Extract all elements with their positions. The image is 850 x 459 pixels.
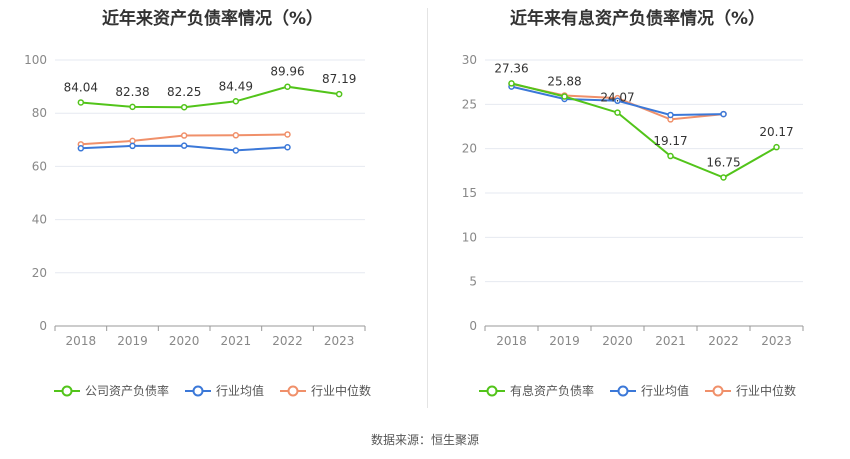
- y-tick-label: 0: [469, 319, 477, 333]
- data-label: 84.04: [64, 80, 98, 94]
- data-label: 89.96: [270, 65, 304, 79]
- x-tick-label: 2022: [272, 334, 303, 348]
- data-label: 25.88: [547, 75, 581, 89]
- y-tick-label: 15: [462, 186, 477, 200]
- y-tick-label: 20: [462, 142, 477, 156]
- data-point: [232, 132, 240, 139]
- chart-title: 近年来资产负债率情况（%）: [101, 9, 324, 29]
- x-tick-label: 2021: [655, 334, 686, 348]
- data-label: 84.49: [219, 79, 253, 93]
- data-point: [77, 145, 85, 152]
- legend-label: 行业中位数: [311, 384, 372, 398]
- data-label: 24.07: [600, 91, 634, 105]
- legend-marker-icon: [184, 385, 211, 396]
- legend-item[interactable]: 行业均值: [184, 382, 264, 399]
- data-point: [180, 142, 188, 149]
- data-point: [720, 110, 727, 118]
- y-tick-label: 25: [462, 97, 477, 111]
- legend-marker-icon: [478, 385, 505, 396]
- data-point: [129, 142, 136, 150]
- legend-marker-icon: [53, 385, 80, 396]
- data-label: 82.38: [115, 85, 149, 99]
- panel-divider: [427, 8, 428, 408]
- data-point: [284, 83, 291, 90]
- y-tick-label: 5: [469, 275, 477, 289]
- data-point: [77, 99, 85, 106]
- data-point: [561, 93, 568, 100]
- x-tick-label: 2022: [708, 334, 739, 348]
- data-label: 27.36: [494, 61, 528, 75]
- chart-panel-interest-debt-ratio: 近年来有息资产负债率情况（%） 0 5 10 15 20 25 30 2018 2019 2020…: [425, 0, 850, 420]
- chart-title: 近年来有息资产负债率情况（%）: [509, 9, 766, 29]
- data-point: [129, 137, 136, 145]
- y-tick-label: 80: [32, 106, 47, 120]
- chart-legend: 公司资产负债率 行业均值 行业中位数: [0, 382, 425, 399]
- data-point: [180, 103, 188, 111]
- chart-legend: 有息资产负债率 行业均值 行业中位数: [425, 382, 850, 399]
- x-tick-label: 2018: [496, 334, 527, 348]
- x-tick-label: 2019: [117, 334, 148, 348]
- source-note: 数据来源：恒生聚源: [370, 433, 479, 447]
- data-point: [335, 90, 343, 98]
- y-tick-label: 20: [32, 266, 47, 280]
- legend-item[interactable]: 行业均值: [609, 382, 689, 399]
- data-point: [614, 97, 621, 105]
- data-point: [508, 80, 515, 87]
- legend-label: 公司资产负债率: [84, 384, 169, 398]
- x-tick-label: 2018: [66, 334, 97, 348]
- legend-label: 行业均值: [640, 384, 689, 398]
- data-point: [667, 111, 674, 119]
- y-tick-label: 0: [39, 319, 47, 333]
- x-tick-label: 2020: [602, 334, 633, 348]
- y-tick-label: 100: [24, 53, 47, 67]
- data-label: 82.25: [167, 85, 201, 99]
- legend-item[interactable]: 有息资产负债率: [478, 382, 594, 399]
- series-line: [80, 85, 340, 109]
- data-label: 19.17: [653, 134, 687, 148]
- y-tick-label: 10: [462, 230, 477, 244]
- chart-plot-interest-debt-ratio: 0 5 10 15 20 25 30 2018 2019 2020 2021 2022 2023 27.3…: [462, 53, 804, 348]
- data-label: 16.75: [706, 155, 740, 169]
- data-point: [720, 174, 727, 181]
- data-point: [284, 143, 291, 151]
- data-point: [667, 152, 674, 160]
- y-tick-label: 60: [32, 159, 47, 173]
- legend-marker-icon: [280, 385, 306, 396]
- legend-label: 有息资产负债率: [509, 384, 594, 398]
- y-tick-label: 30: [462, 53, 477, 67]
- data-point: [129, 103, 136, 111]
- data-point: [232, 98, 240, 105]
- legend-marker-icon: [609, 385, 636, 396]
- data-point: [180, 132, 188, 139]
- data-label: 87.19: [322, 72, 356, 86]
- y-tick-label: 40: [32, 213, 47, 227]
- chart-panel-debt-ratio: 近年来资产负债率情况（%） 0 20 40 60 80 100 2018 2019 2020 20…: [0, 0, 425, 420]
- legend-item[interactable]: 行业中位数: [280, 382, 371, 399]
- chart-plot-debt-ratio: 0 20 40 60 80 100 2018 2019 2020 2021 2022 2023 84.0…: [24, 53, 366, 348]
- x-tick-label: 2023: [761, 334, 792, 348]
- x-tick-label: 2019: [549, 334, 580, 348]
- x-tick-label: 2023: [324, 334, 355, 348]
- data-point: [232, 147, 240, 154]
- x-tick-label: 2021: [221, 334, 252, 348]
- legend-label: 行业中位数: [736, 384, 797, 398]
- legend-item[interactable]: 行业中位数: [705, 382, 796, 399]
- legend-marker-icon: [705, 385, 731, 396]
- data-point: [284, 131, 291, 138]
- data-point: [773, 143, 780, 151]
- data-label: 20.17: [759, 125, 793, 139]
- legend-item[interactable]: 公司资产负债率: [53, 382, 169, 399]
- legend-label: 行业均值: [215, 384, 264, 398]
- data-point: [614, 109, 621, 116]
- series-line: [511, 82, 777, 179]
- x-tick-label: 2020: [169, 334, 200, 348]
